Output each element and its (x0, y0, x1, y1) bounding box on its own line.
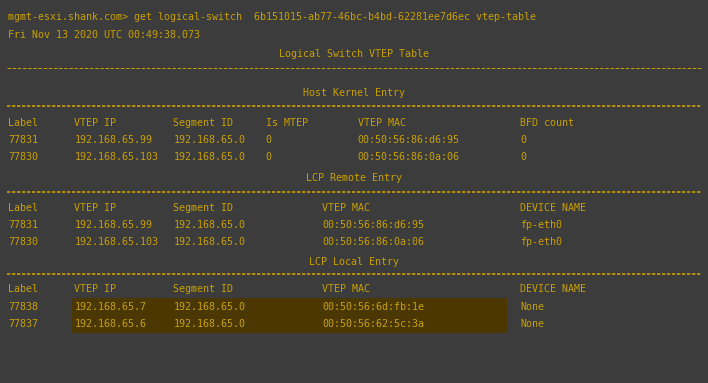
Text: VTEP IP: VTEP IP (74, 284, 116, 294)
Text: VTEP MAC: VTEP MAC (358, 118, 406, 128)
Text: 192.168.65.7: 192.168.65.7 (74, 302, 147, 312)
Text: 77831: 77831 (8, 135, 38, 145)
Bar (72, 298, 507, 316)
Text: 192.168.65.99: 192.168.65.99 (74, 220, 152, 230)
Text: Label: Label (8, 118, 38, 128)
Text: VTEP MAC: VTEP MAC (322, 203, 370, 213)
Text: 77837: 77837 (8, 319, 38, 329)
Text: None: None (520, 302, 544, 312)
Text: Logical Switch VTEP Table: Logical Switch VTEP Table (279, 49, 429, 59)
Text: 192.168.65.0: 192.168.65.0 (173, 319, 246, 329)
Text: 00:50:56:86:d6:95: 00:50:56:86:d6:95 (322, 220, 424, 230)
Text: 77838: 77838 (8, 302, 38, 312)
Text: 00:50:56:86:0a:06: 00:50:56:86:0a:06 (358, 152, 459, 162)
Text: Host Kernel Entry: Host Kernel Entry (303, 88, 405, 98)
Text: 77830: 77830 (8, 152, 38, 162)
Text: fp-eth0: fp-eth0 (520, 220, 562, 230)
Text: Label: Label (8, 203, 38, 213)
Text: 192.168.65.0: 192.168.65.0 (173, 152, 246, 162)
Text: 0: 0 (266, 152, 271, 162)
Text: 192.168.65.0: 192.168.65.0 (173, 135, 246, 145)
Text: mgmt-esxi.shank.com> get logical-switch  6b151015-ab77-46bc-b4bd-62281ee7d6ec vt: mgmt-esxi.shank.com> get logical-switch … (8, 12, 537, 22)
Text: fp-eth0: fp-eth0 (520, 237, 562, 247)
Text: LCP Remote Entry: LCP Remote Entry (306, 173, 402, 183)
Text: Is MTEP: Is MTEP (266, 118, 307, 128)
Text: VTEP MAC: VTEP MAC (322, 284, 370, 294)
Text: 192.168.65.0: 192.168.65.0 (173, 237, 246, 247)
Text: 00:50:56:62:5c:3a: 00:50:56:62:5c:3a (322, 319, 424, 329)
Text: 192.168.65.0: 192.168.65.0 (173, 220, 246, 230)
Text: 192.168.65.103: 192.168.65.103 (74, 237, 159, 247)
Text: Label: Label (8, 284, 38, 294)
Text: 00:50:56:6d:fb:1e: 00:50:56:6d:fb:1e (322, 302, 424, 312)
Text: None: None (520, 319, 544, 329)
Bar (72, 315, 507, 333)
Text: Segment ID: Segment ID (173, 118, 234, 128)
Text: 00:50:56:86:d6:95: 00:50:56:86:d6:95 (358, 135, 459, 145)
Text: Fri Nov 13 2020 UTC 00:49:38.073: Fri Nov 13 2020 UTC 00:49:38.073 (8, 30, 200, 40)
Text: DEVICE NAME: DEVICE NAME (520, 203, 586, 213)
Text: Segment ID: Segment ID (173, 203, 234, 213)
Text: 192.168.65.99: 192.168.65.99 (74, 135, 152, 145)
Text: 192.168.65.6: 192.168.65.6 (74, 319, 147, 329)
Text: 192.168.65.0: 192.168.65.0 (173, 302, 246, 312)
Text: 00:50:56:86:0a:06: 00:50:56:86:0a:06 (322, 237, 424, 247)
Text: BFD count: BFD count (520, 118, 574, 128)
Text: 0: 0 (520, 152, 526, 162)
Text: 192.168.65.103: 192.168.65.103 (74, 152, 159, 162)
Text: LCP Local Entry: LCP Local Entry (309, 257, 399, 267)
Text: VTEP IP: VTEP IP (74, 203, 116, 213)
Text: 77830: 77830 (8, 237, 38, 247)
Text: DEVICE NAME: DEVICE NAME (520, 284, 586, 294)
Text: VTEP IP: VTEP IP (74, 118, 116, 128)
Text: 0: 0 (520, 135, 526, 145)
Text: Segment ID: Segment ID (173, 284, 234, 294)
Text: 0: 0 (266, 135, 271, 145)
Text: 77831: 77831 (8, 220, 38, 230)
